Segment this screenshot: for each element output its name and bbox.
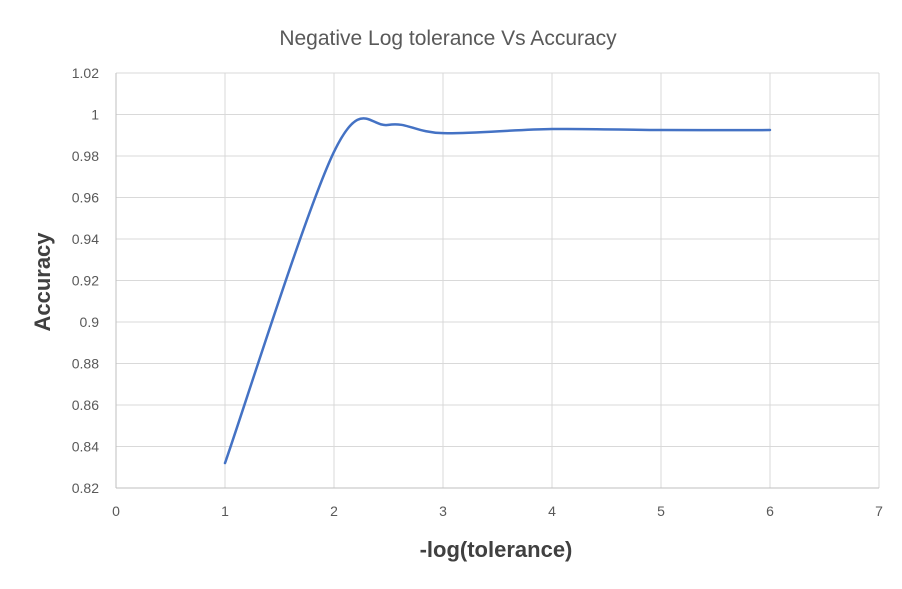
- x-tick-label: 5: [657, 503, 665, 519]
- gridlines: [116, 72, 880, 488]
- x-tick-label: 2: [330, 503, 338, 519]
- y-tick-label: 0.94: [72, 231, 99, 247]
- y-tick-label: 0.98: [72, 148, 99, 164]
- x-tick-label: 7: [875, 503, 883, 519]
- series-line: [223, 117, 772, 465]
- y-tick-label: 0.82: [72, 480, 99, 496]
- y-tick-label: 0.86: [72, 397, 99, 413]
- x-tick-label: 1: [221, 503, 229, 519]
- y-tick-label: 0.9: [80, 314, 100, 330]
- x-tick-label: 0: [112, 503, 120, 519]
- y-tick-label: 0.96: [72, 190, 99, 206]
- y-tick-labels: 0.82 0.84 0.86 0.88 0.9 0.92 0.94 0.96 0.98 1 1.02: [72, 65, 99, 496]
- x-tick-label: 4: [548, 503, 556, 519]
- chart-title: Negative Log tolerance Vs Accuracy: [279, 27, 617, 50]
- y-tick-label: 1: [91, 107, 99, 123]
- x-tick-label: 6: [766, 503, 774, 519]
- x-tick-labels: 0 1 2 3 4 5 6 7: [112, 503, 883, 519]
- y-axis-label: Accuracy: [30, 232, 55, 332]
- axes: [115, 73, 879, 489]
- y-tick-label: 0.88: [72, 356, 99, 372]
- y-tick-label: 1.02: [72, 65, 99, 81]
- y-tick-label: 0.92: [72, 273, 99, 289]
- series-layer: [223, 117, 772, 465]
- y-tick-label: 0.84: [72, 439, 99, 455]
- x-tick-label: 3: [439, 503, 447, 519]
- x-axis-label: -log(tolerance): [420, 537, 573, 562]
